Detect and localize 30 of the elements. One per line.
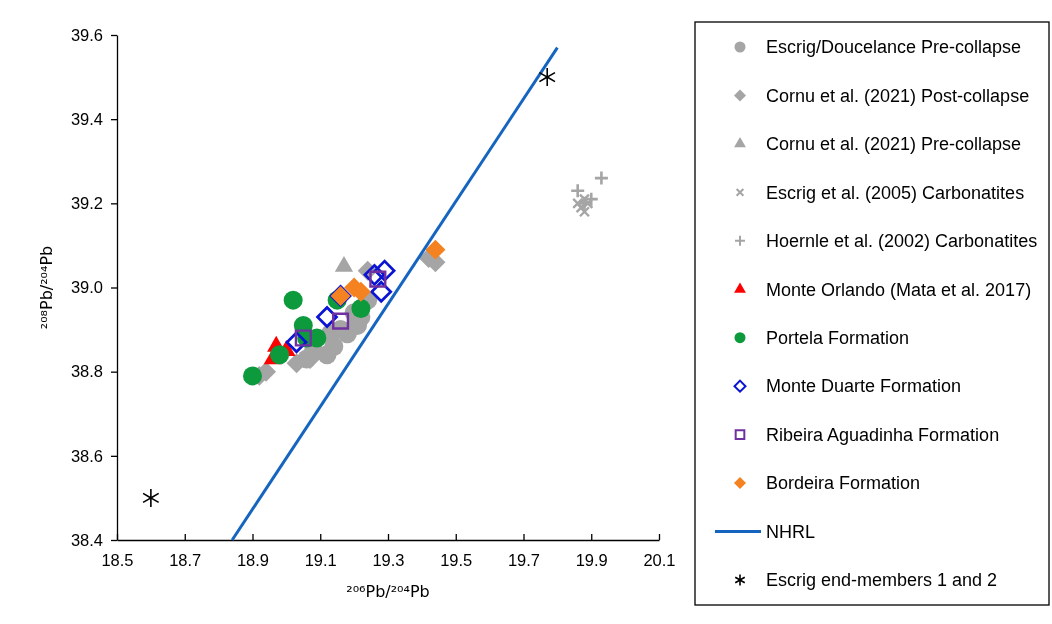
legend-label: Escrig/Doucelance Pre-collapse [766,37,1022,58]
x-tick-label: 19.7 [507,550,541,569]
y-tick-label: 39.6 [70,25,103,44]
x-tick-label: 19.3 [372,550,405,569]
y-tick-label: 38.6 [70,446,103,465]
x-tick-label: 18.5 [101,550,134,569]
legend-label: Cornu et al. (2021) Post-collapse [766,85,1030,106]
legend-label: Ribeira Aguadinha Formation [766,424,1000,445]
x-tick-label: 18.7 [169,550,202,569]
y-tick-label: 39.2 [70,194,103,213]
legend-label: Monte Orlando (Mata et al. 2017) [766,279,1032,300]
x-tick-label: 20.1 [643,550,676,569]
x-tick-label: 19.5 [440,550,473,569]
legend-label: Cornu et al. (2021) Pre-collapse [766,134,1022,155]
legend-label: Escrig end-members 1 and 2 [766,570,998,591]
x-tick-label: 19.9 [575,550,608,569]
y-tick-label: 39.4 [70,109,103,128]
x-axis-title: ²⁰⁶Pb/²⁰⁴Pb [346,582,430,601]
legend-label: Hoernle et al. (2002) Carbonatites [766,231,1038,252]
y-tick-label: 38.8 [70,362,103,381]
legend-label: NHRL [766,521,816,542]
x-tick-label: 18.9 [236,550,270,569]
x-tick-label: 19.1 [304,550,337,569]
y-tick-label: 38.4 [70,530,103,549]
y-tick-label: 39.0 [70,278,103,297]
legend-label: Escrig et al. (2005) Carbonatites [766,182,1025,203]
legend-label: Monte Duarte Formation [766,376,962,397]
legend-label: Portela Formation [766,328,910,349]
y-axis-title: ²⁰⁸Pb/²⁰⁴Pb [37,245,56,330]
legend-label: Bordeira Formation [766,473,921,494]
